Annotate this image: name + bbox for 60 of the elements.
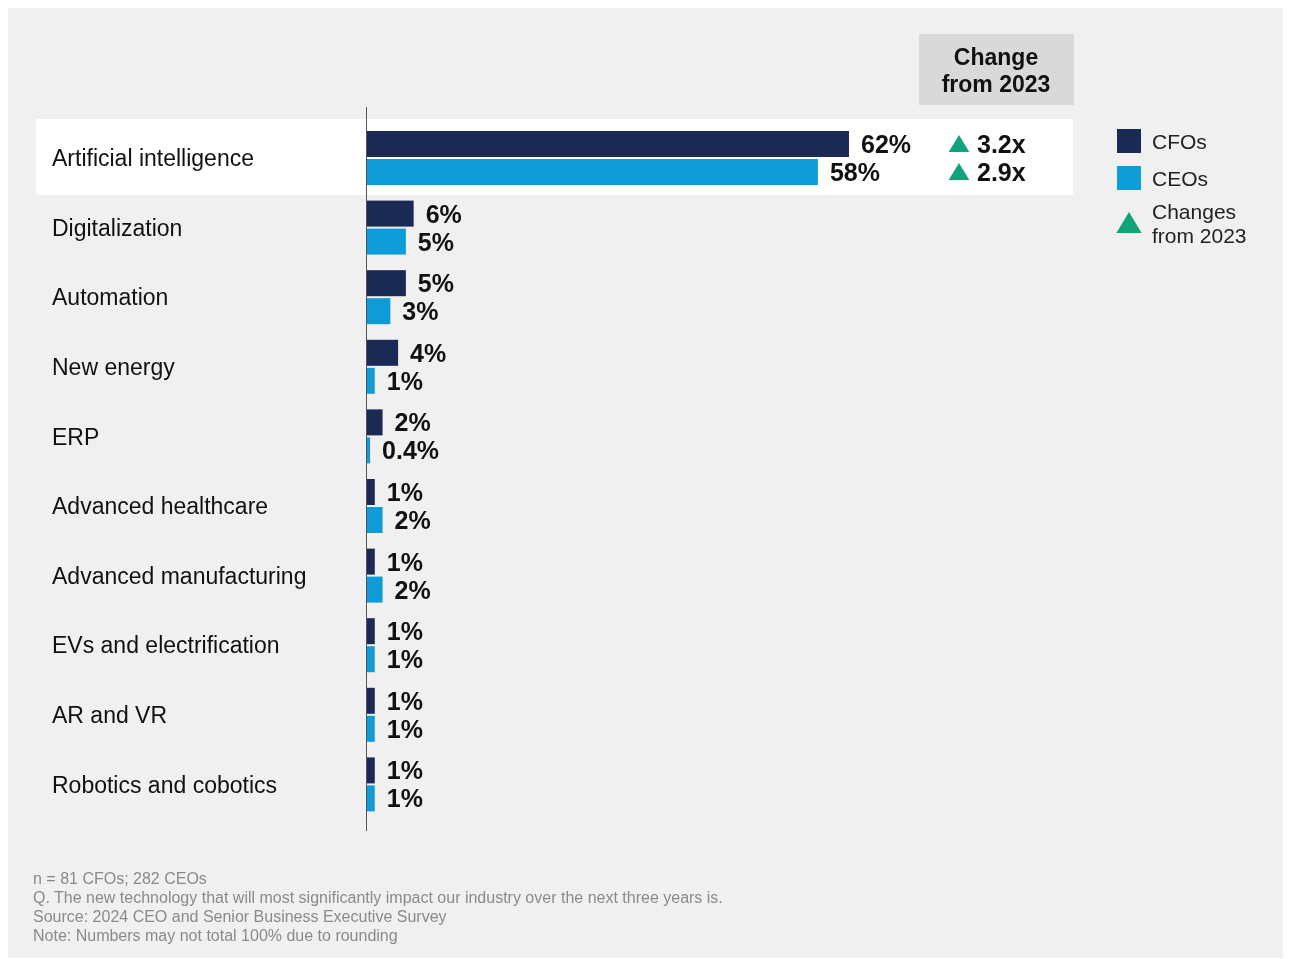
bar bbox=[367, 298, 391, 325]
bar bbox=[367, 200, 414, 227]
data-label: 2% bbox=[394, 575, 431, 604]
bar bbox=[367, 479, 375, 505]
bar bbox=[367, 576, 383, 603]
y-tick-label: ERP bbox=[52, 423, 100, 450]
bar bbox=[367, 646, 375, 673]
data-label: 58% bbox=[829, 158, 880, 186]
bar bbox=[367, 270, 406, 297]
data-label: 2% bbox=[394, 408, 431, 437]
bar bbox=[367, 785, 375, 812]
y-tick-label: AR and VR bbox=[52, 702, 168, 729]
data-label: 4% bbox=[410, 338, 447, 367]
data-label: 1% bbox=[386, 478, 423, 506]
bar bbox=[367, 131, 849, 157]
data-label: 1% bbox=[386, 645, 423, 674]
bar bbox=[367, 715, 375, 742]
data-label: 0.4% bbox=[382, 436, 440, 465]
bar bbox=[367, 757, 375, 784]
text: Change from 2023 bbox=[941, 44, 1051, 97]
bar bbox=[367, 159, 818, 185]
bar bbox=[367, 228, 406, 255]
source-note: Source: 2024 CEO and Senior Business Executive Survey bbox=[33, 907, 447, 925]
data-label: 1% bbox=[386, 547, 423, 576]
data-label: 2% bbox=[394, 506, 431, 534]
data-label: 62% bbox=[861, 130, 912, 158]
bar bbox=[367, 437, 371, 464]
text: Changes from 2023 bbox=[1152, 199, 1247, 247]
data-label: 3% bbox=[402, 297, 439, 326]
text: 2.9x bbox=[977, 158, 1026, 186]
y-tick-label: Advanced manufacturing bbox=[52, 562, 307, 589]
data-label: 1% bbox=[386, 784, 423, 813]
text: Note: Numbers may not total 100% due to rounding bbox=[33, 926, 398, 944]
data-label: 1% bbox=[386, 714, 423, 743]
text: 3.2x bbox=[977, 130, 1026, 158]
bar bbox=[367, 507, 383, 533]
bar bbox=[367, 687, 375, 714]
y-tick-label: Advanced healthcare bbox=[52, 493, 269, 520]
y-tick-label: Artificial intelligence bbox=[52, 145, 254, 172]
data-label: 1% bbox=[386, 686, 423, 715]
text: n = 81 CFOs; 282 CEOs bbox=[33, 869, 207, 887]
data-label: 5% bbox=[417, 227, 455, 256]
y-tick-label: Digitalization bbox=[52, 214, 183, 241]
y-tick-label: EVs and electrification bbox=[52, 632, 280, 659]
bar bbox=[367, 548, 375, 575]
data-label: 1% bbox=[386, 366, 423, 395]
y-tick-label: Robotics and cobotics bbox=[52, 771, 278, 798]
legend-label: CEOs bbox=[1152, 166, 1209, 190]
bar bbox=[367, 339, 399, 366]
data-label: 6% bbox=[425, 199, 462, 228]
text: Q. The new technology that will most significantly impact our industry over the next three years is. bbox=[33, 888, 723, 906]
data-label: 1% bbox=[386, 756, 423, 785]
bar bbox=[367, 409, 383, 436]
data-label: 5% bbox=[417, 269, 455, 298]
legend-label: CFOs bbox=[1152, 129, 1207, 153]
bar bbox=[367, 367, 375, 394]
bar bbox=[367, 618, 375, 645]
y-tick-label: New energy bbox=[52, 354, 176, 381]
y-tick-label: Automation bbox=[52, 284, 169, 311]
data-label: 1% bbox=[386, 617, 423, 646]
